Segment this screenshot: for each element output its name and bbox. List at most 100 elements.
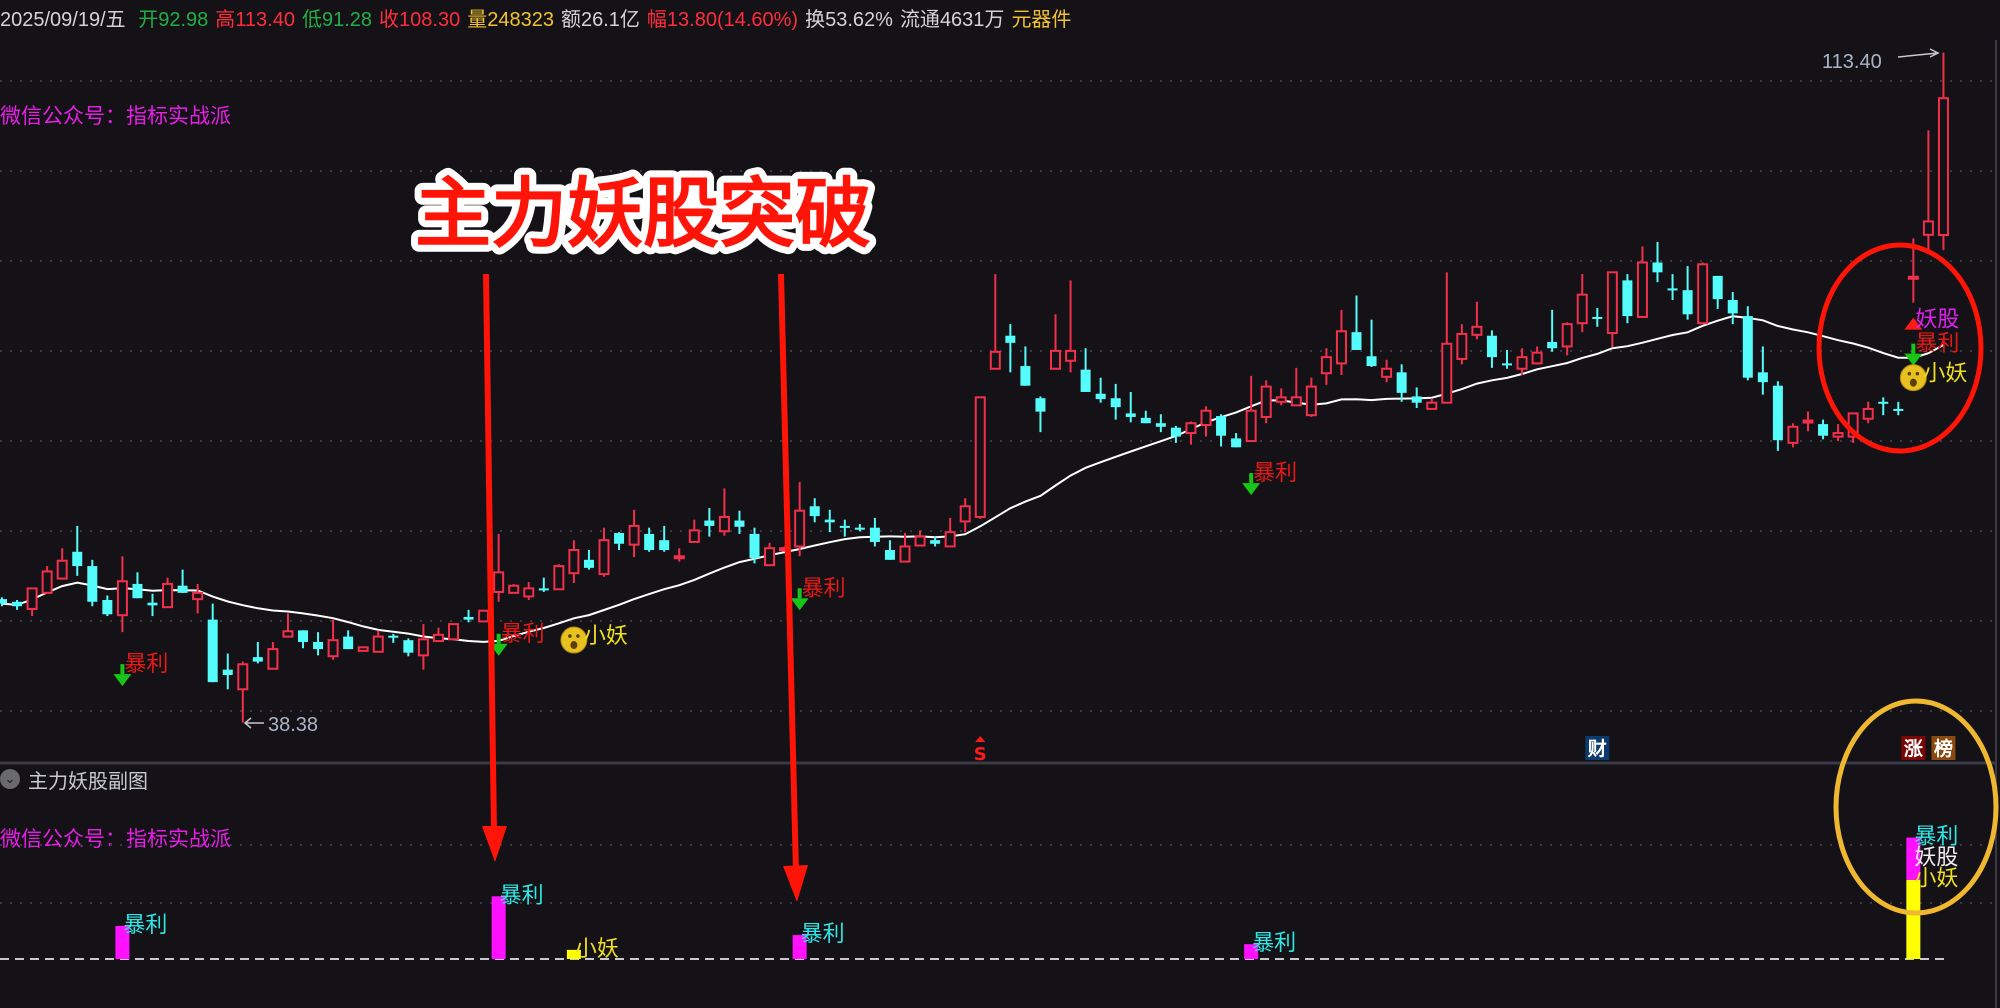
quote-field-value: 26.1亿 bbox=[580, 9, 640, 31]
smiley-mouth bbox=[570, 641, 578, 650]
candle bbox=[1727, 291, 1738, 325]
signal-baoli: 暴利 bbox=[790, 576, 846, 611]
high-price-label: 113.40 bbox=[1822, 48, 1940, 73]
candle-body-up bbox=[1456, 332, 1468, 360]
candle-body-up bbox=[718, 515, 730, 533]
sub-bar-label: 暴利 bbox=[801, 922, 845, 947]
candle bbox=[132, 572, 143, 599]
bottom-marker[interactable]: 财 bbox=[1585, 736, 1610, 760]
candle bbox=[688, 519, 700, 543]
candle-body-down bbox=[1110, 398, 1121, 408]
candle-body-down bbox=[854, 527, 865, 530]
candle bbox=[313, 632, 324, 656]
quote-field: 元器件 bbox=[1011, 9, 1071, 31]
quote-field: 幅13.80(14.60%) bbox=[647, 9, 798, 31]
candle-body-down bbox=[1080, 369, 1091, 392]
candle bbox=[0, 597, 7, 607]
quote-field-label: 幅 bbox=[646, 9, 667, 31]
collapse-chevron-icon[interactable]: ⌄ bbox=[0, 769, 20, 789]
candle bbox=[839, 519, 850, 537]
candle-body-down bbox=[87, 566, 98, 602]
arrow-down-icon bbox=[113, 674, 132, 687]
arrow-stem bbox=[1249, 473, 1254, 484]
quote-field-value: 53.62% bbox=[825, 9, 893, 31]
candle bbox=[553, 564, 565, 591]
sub-bar-label: 暴利 bbox=[1252, 931, 1296, 956]
candle bbox=[1712, 275, 1723, 309]
signal-label: 暴利 bbox=[1253, 461, 1297, 486]
candle bbox=[1531, 346, 1543, 365]
candle-body-up bbox=[1937, 97, 1949, 237]
candle-body-down bbox=[1757, 372, 1768, 383]
candle bbox=[1742, 306, 1753, 381]
candle bbox=[207, 603, 218, 683]
candle-body-up bbox=[794, 509, 806, 548]
candle bbox=[1606, 271, 1618, 348]
candle bbox=[1426, 398, 1438, 410]
candle-body-down bbox=[102, 600, 113, 615]
candle bbox=[854, 524, 865, 532]
candle bbox=[493, 533, 505, 602]
candle-body-up bbox=[1862, 407, 1874, 420]
candle-body-up bbox=[1922, 220, 1934, 236]
candle-body-down bbox=[1772, 385, 1783, 441]
quote-field: 额26.1亿 bbox=[561, 9, 640, 31]
sub-chart-title: 主力妖股副图 bbox=[28, 770, 148, 793]
candle-body-down bbox=[222, 669, 233, 675]
candle bbox=[1697, 262, 1709, 325]
low-price-text: 38.38 bbox=[268, 714, 318, 736]
bottom-marker[interactable]: S bbox=[974, 736, 987, 765]
candle bbox=[1275, 388, 1287, 406]
candle bbox=[583, 550, 594, 570]
candle-body-down bbox=[1727, 300, 1738, 314]
candle bbox=[327, 619, 339, 660]
candle bbox=[267, 641, 279, 670]
candle bbox=[989, 274, 1001, 370]
candle bbox=[1772, 381, 1783, 451]
candle-body-down bbox=[1652, 262, 1663, 273]
sub-chart-watermark: 微信公众号：指标实战派 bbox=[0, 828, 231, 851]
candles bbox=[0, 52, 1949, 723]
candle-body-up bbox=[764, 547, 776, 567]
sub-bar-label: 妖股 bbox=[1914, 846, 1958, 871]
candle-body-down bbox=[884, 550, 895, 560]
signal-baoli: 暴利 bbox=[489, 622, 545, 656]
candle-body-up bbox=[1260, 385, 1272, 418]
candle bbox=[704, 508, 715, 537]
candle-body-down bbox=[734, 520, 745, 527]
quote-field-value: 4631万 bbox=[939, 9, 1005, 31]
candle bbox=[1802, 411, 1814, 432]
candle bbox=[1216, 414, 1227, 447]
candle bbox=[388, 633, 399, 643]
candle bbox=[448, 623, 459, 641]
candle-body-up bbox=[1471, 325, 1483, 336]
quote-field: 流通4631万 bbox=[900, 9, 1005, 31]
candle-body-up bbox=[1606, 271, 1618, 335]
quote-field: 换53.62% bbox=[805, 9, 893, 31]
smiley-icon bbox=[1899, 364, 1927, 392]
candle bbox=[26, 587, 38, 617]
candle-body-up bbox=[162, 582, 174, 609]
candle-body-up bbox=[1636, 261, 1648, 318]
bottom-marker[interactable]: 榜 bbox=[1931, 736, 1956, 760]
candle-body-up bbox=[327, 639, 339, 658]
sub-chart-header[interactable]: ⌄ 主力妖股副图 bbox=[0, 766, 148, 793]
candle-body-down bbox=[1216, 416, 1227, 436]
candle-body-up bbox=[267, 648, 279, 670]
candle-body-down bbox=[1231, 438, 1242, 448]
candle-body-up bbox=[41, 570, 53, 594]
candle bbox=[1305, 377, 1317, 417]
bottom-marker[interactable]: 涨 bbox=[1901, 736, 1926, 760]
candle-body-up bbox=[432, 633, 444, 643]
quote-field-value: 113.40 bbox=[235, 9, 295, 31]
quote-field-value: 13.80(14.60%) bbox=[666, 9, 799, 31]
candle bbox=[1245, 375, 1257, 443]
candle-body-down bbox=[463, 616, 474, 620]
candle bbox=[1351, 295, 1362, 350]
candle-body-up bbox=[1576, 293, 1588, 325]
quote-field: 低91.28 bbox=[302, 9, 372, 31]
candle bbox=[1652, 241, 1663, 283]
low-price-label: 38.38 bbox=[243, 714, 318, 736]
sub-bar-baoli bbox=[491, 896, 506, 959]
